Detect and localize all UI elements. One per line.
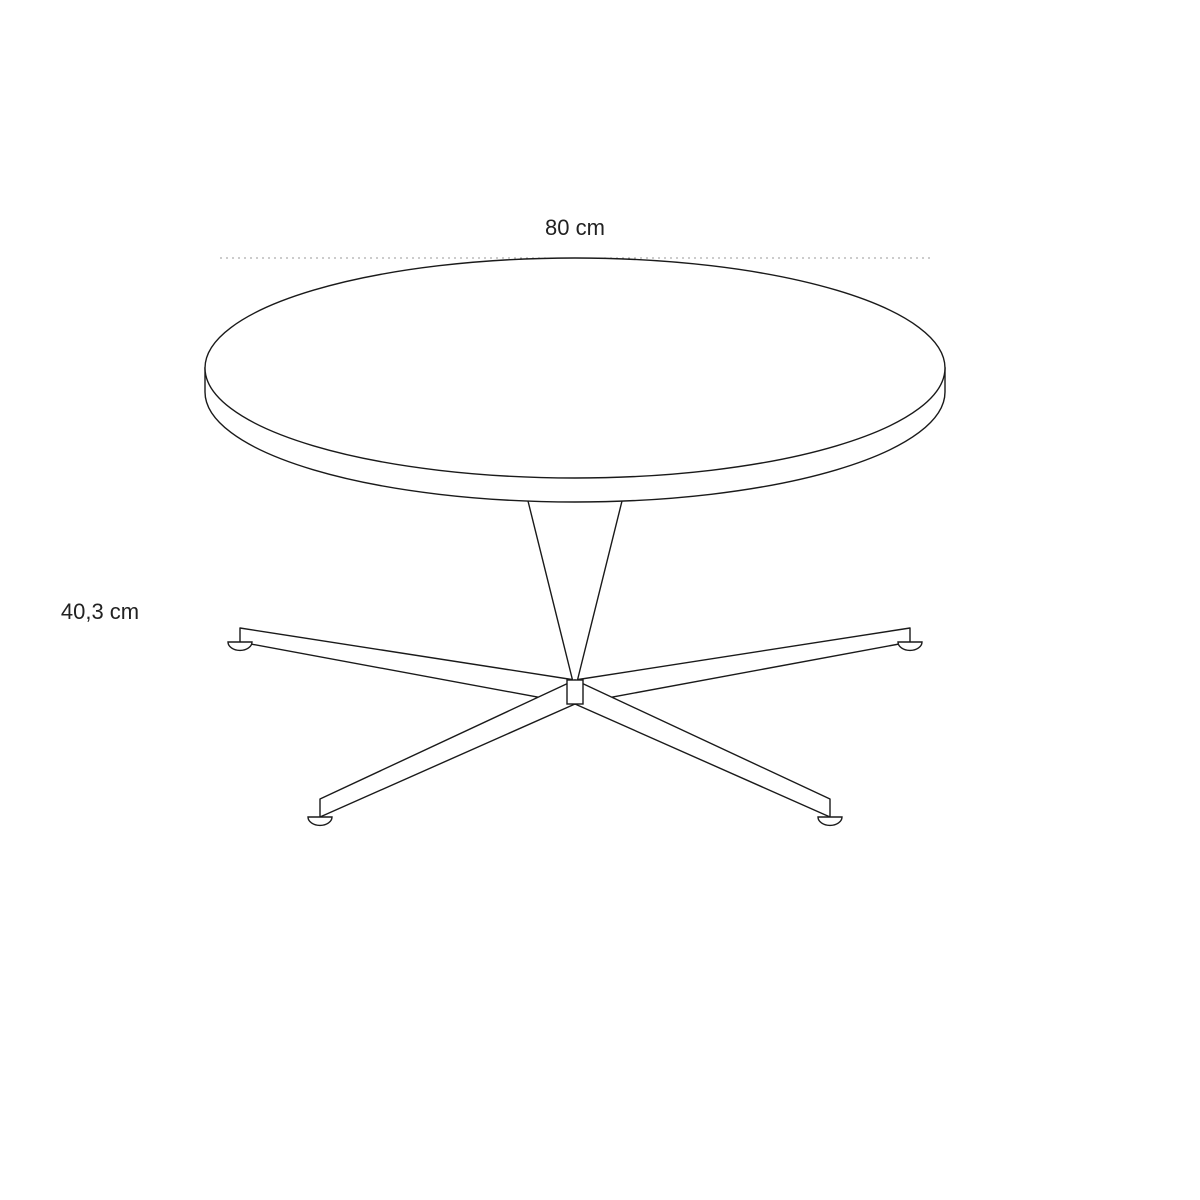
table-foot-front_left: [308, 817, 332, 825]
tabletop-surface: [205, 258, 945, 478]
dimension-label-height: 40,3 cm: [61, 599, 139, 625]
table-leg-front_right: [575, 680, 830, 817]
table-leg-back_right: [575, 628, 910, 704]
dimension-label-width: 80 cm: [545, 215, 605, 241]
table-foot-front_right: [818, 817, 842, 825]
diagram-canvas: 80 cm 40,3 cm: [0, 0, 1200, 1200]
table-leg-front_left: [320, 680, 575, 817]
table-pedestal-cone: [527, 497, 623, 690]
table-foot-back_left: [228, 642, 252, 650]
table-line-drawing: [0, 0, 1200, 1200]
table-leg-back_left: [240, 628, 575, 704]
table-leg-hub: [567, 680, 583, 704]
table-foot-back_right: [898, 642, 922, 650]
